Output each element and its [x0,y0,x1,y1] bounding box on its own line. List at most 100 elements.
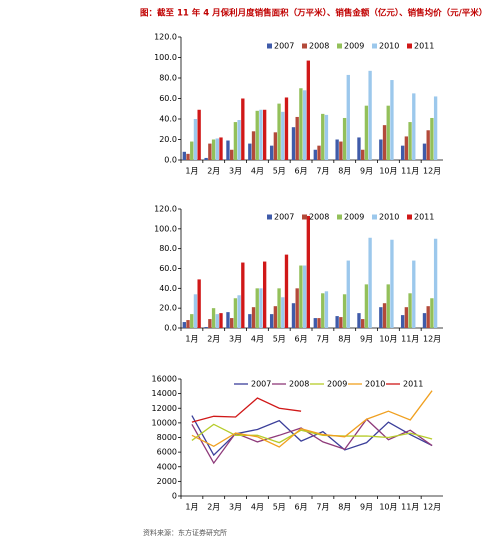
legend-label: 2009 [344,213,364,222]
legend-label: 2007 [251,380,271,389]
bar [219,313,223,328]
line-series [191,423,433,444]
bar [251,307,256,328]
bar [284,97,289,160]
bar [400,145,405,160]
bar [255,110,259,160]
bar [382,303,387,328]
legend-swatch [267,214,272,220]
bar [361,149,365,160]
bar [208,143,212,160]
line-series [191,390,433,448]
x-tick-label: 12月 [423,335,441,344]
legend-label: 2011 [403,380,423,389]
bar [335,139,339,160]
y-tick-label: 12000 [152,404,177,413]
legend-label: 2008 [309,213,329,222]
bar [302,90,307,160]
bar [357,137,361,160]
x-tick-label: 1月 [185,335,198,344]
bar [226,140,230,160]
legend-swatch [372,214,377,220]
bar [426,306,430,328]
x-tick-label: 1月 [185,503,198,512]
bar [277,103,281,160]
x-tick-label: 8月 [338,335,351,344]
bar [364,105,369,160]
bar [342,294,347,328]
x-tick-label: 12月 [423,167,441,176]
legend-swatch [337,43,342,49]
legend-label: 2010 [379,42,399,51]
bar [299,265,303,328]
line-series [191,397,302,423]
y-tick-label: 0.0 [164,156,177,165]
x-tick-label: 6月 [295,335,308,344]
bar [379,139,383,160]
bar [186,153,190,160]
bar [342,117,347,160]
bar [226,312,230,328]
legend-label: 2007 [274,42,294,51]
bar [295,116,299,160]
bar [277,288,281,328]
bar [339,141,343,160]
bar [255,288,259,328]
bar [248,143,252,160]
bar [233,298,238,328]
bar [390,239,394,328]
y-tick-label: 80.0 [159,74,177,83]
legend-swatch [372,43,377,49]
legend-swatch [337,214,342,220]
bar [230,149,234,160]
bar [208,319,212,328]
x-tick-label: 9月 [360,335,373,344]
bar [190,141,194,160]
source-note: 资料来源：东方证券研究所 [143,528,227,537]
legend-label: 2007 [274,213,294,222]
legend-label: 2008 [309,42,329,51]
bar [182,151,186,160]
bar [241,262,245,328]
bar [215,314,219,328]
x-tick-label: 10月 [379,503,397,512]
bar [204,157,208,160]
bar [204,327,208,328]
bar [230,318,234,328]
x-tick-label: 3月 [229,167,242,176]
bar [237,120,241,160]
y-tick-label: 20.0 [159,135,177,144]
bar [390,80,394,160]
y-tick-label: 80.0 [159,244,177,253]
legend-swatch [302,214,307,220]
bar [197,109,201,160]
bar [386,284,390,328]
bar [433,238,438,328]
legend-label: 2009 [327,380,347,389]
bar [259,288,263,328]
x-tick-label: 11月 [401,167,419,176]
bar [408,122,412,160]
bar [368,237,372,328]
x-tick-label: 10月 [379,167,397,176]
bar [422,313,427,328]
legend-label: 2011 [414,42,434,51]
x-tick-label: 3月 [229,335,242,344]
y-tick-label: 120.0 [154,205,177,214]
page-title: 图：截至 11 年 4 月保利月度销售面积（万平米）、销售金额（亿元）、销售均价… [140,8,487,19]
y-tick-label: 0.0 [164,324,177,333]
bar [324,291,329,328]
legend-swatch [407,43,412,49]
x-tick-label: 5月 [273,335,286,344]
bar [302,265,307,328]
x-tick-label: 5月 [273,167,286,176]
bar [317,145,321,160]
y-tick-label: 4000 [157,462,177,471]
y-tick-label: 0 [172,492,177,501]
y-tick-label: 100.0 [154,224,177,233]
x-tick-label: 3月 [229,503,242,512]
y-tick-label: 100.0 [154,53,177,62]
y-tick-label: 20.0 [159,304,177,313]
legend-swatch [267,43,272,49]
x-tick-label: 11月 [401,503,419,512]
